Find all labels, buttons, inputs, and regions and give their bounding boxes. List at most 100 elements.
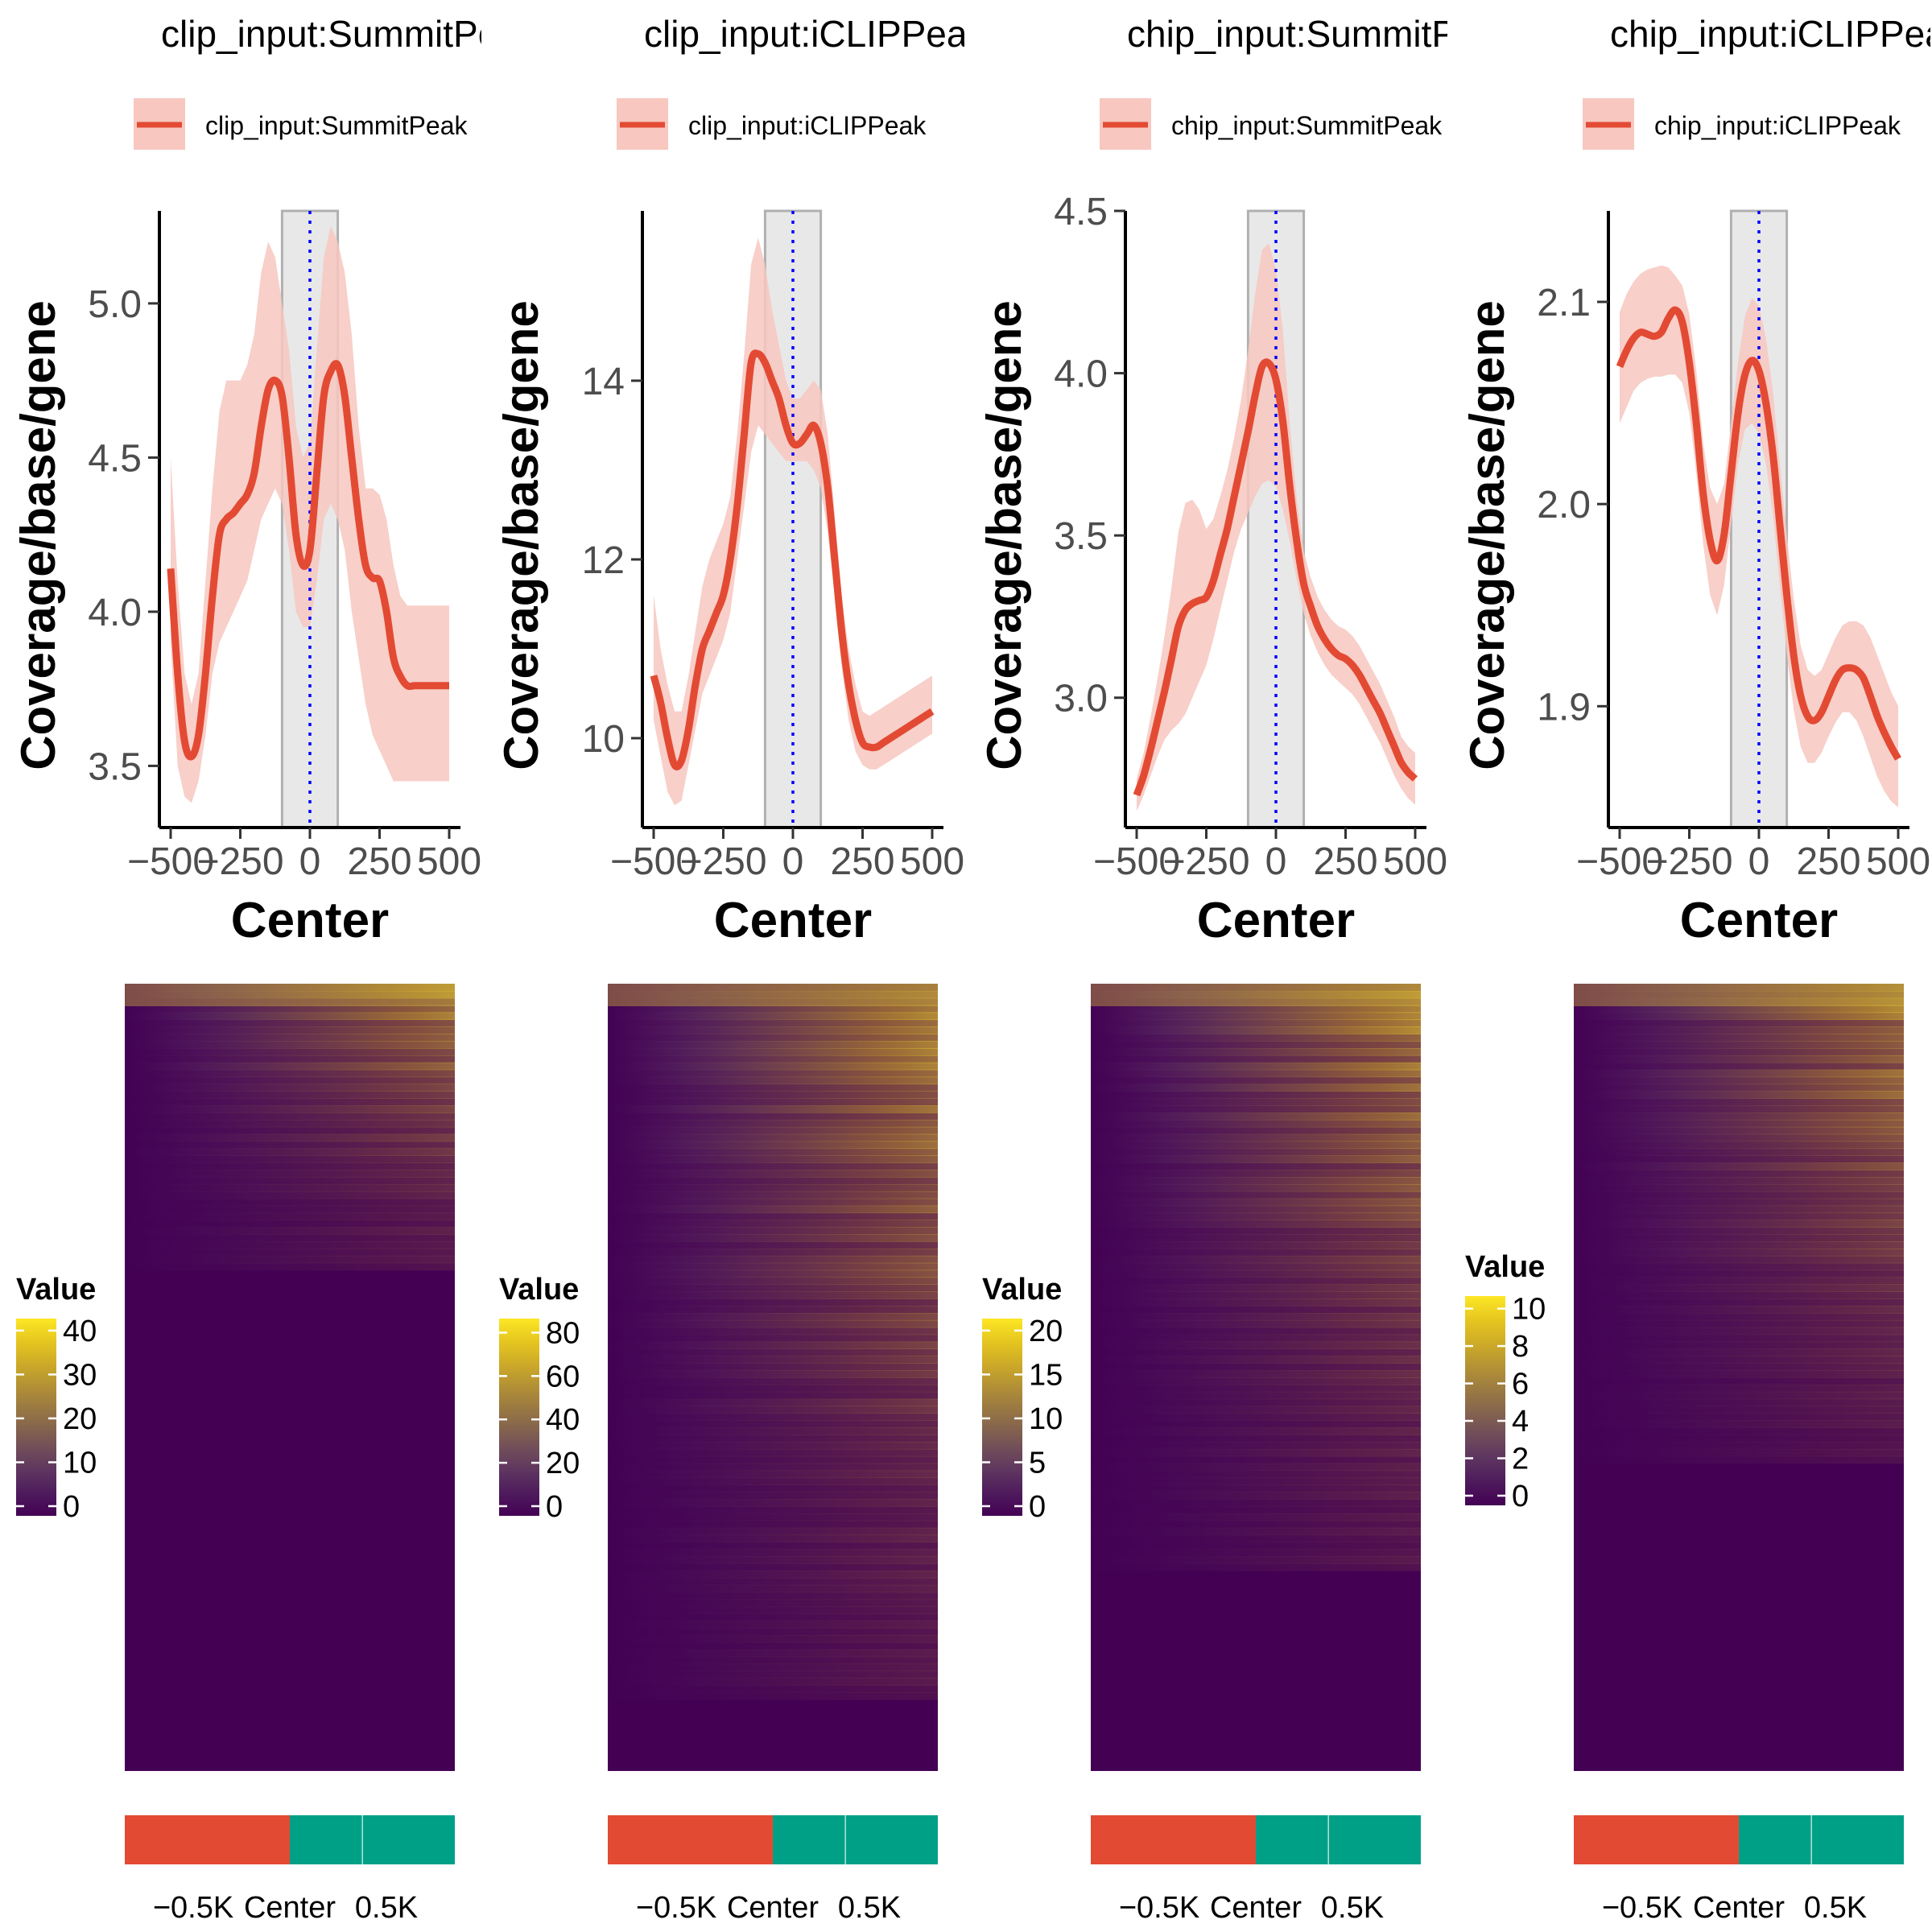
heatmap-row xyxy=(125,1026,455,1034)
heatmap: −0.5K Center 0.5K xyxy=(608,984,938,1925)
heatmap-row xyxy=(1091,1319,1421,1328)
x-tick-label: 500 xyxy=(900,840,964,883)
heatmap-row xyxy=(1574,1205,1904,1214)
title-group: clip_input:iCLIPPeak clip_input:iCLIPPeak xyxy=(617,13,964,150)
heatmap-row xyxy=(1574,1155,1904,1163)
heatmap-legend: Value 0 2 46 810 xyxy=(1465,1250,1546,1513)
heatmap-row xyxy=(1091,1183,1421,1192)
heatmap-row xyxy=(1574,1019,1904,1027)
heatmap-x-label: Center xyxy=(727,1891,819,1925)
heatmap-row xyxy=(1091,1377,1421,1385)
heatmap-row xyxy=(608,1183,938,1192)
legend-colorbar xyxy=(1465,1296,1505,1505)
heatmap-row xyxy=(608,1105,938,1113)
heatmap-row xyxy=(1091,1198,1421,1207)
heatmap-row xyxy=(608,1113,938,1121)
heatmap-row xyxy=(125,1220,455,1228)
title-group: chip_input:SummitPeak chip_input:SummitPe… xyxy=(1100,13,1447,150)
heatmap-row xyxy=(608,1055,938,1063)
heatmap-row xyxy=(608,1413,938,1421)
heatmap-row xyxy=(125,1098,455,1106)
heatmap-row xyxy=(1574,1041,1904,1049)
heatmap-row xyxy=(1091,1334,1421,1343)
legend-tick-label: 8 xyxy=(1512,1330,1529,1364)
heatmap-row xyxy=(608,1284,938,1292)
heatmap-row xyxy=(1574,1363,1904,1371)
heatmap-top-band xyxy=(608,984,938,1006)
heatmap-row xyxy=(125,1133,455,1142)
heatmap-row xyxy=(1091,1291,1421,1299)
confidence-ribbon xyxy=(1137,243,1415,811)
legend-colorbar xyxy=(499,1319,539,1516)
heatmap-row xyxy=(1091,1262,1421,1271)
mean-line xyxy=(1133,358,1418,797)
heatmap-row xyxy=(1574,1377,1904,1385)
heatmap-row xyxy=(608,1563,938,1571)
heatmap-row xyxy=(608,1212,938,1220)
legend-tick-label: 10 xyxy=(63,1446,97,1480)
heatmap-row xyxy=(125,984,455,992)
heatmap: −0.5K Center 0.5K xyxy=(125,984,455,1925)
panel-2: clip_input:iCLIPPeakclip_input:iCLIPPeak… xyxy=(494,13,964,1925)
heatmap-row xyxy=(125,1227,455,1235)
y-tick-label: 4.5 xyxy=(1054,191,1108,233)
heatmap-row xyxy=(1091,1234,1421,1242)
heatmap-row xyxy=(608,1620,938,1629)
x-tick-label: −250 xyxy=(679,840,766,883)
heatmap-row xyxy=(608,1420,938,1428)
heatmap-row xyxy=(1091,1312,1421,1321)
heatmap-x-label: −0.5K xyxy=(1602,1891,1682,1925)
legend-title: Value xyxy=(982,1273,1062,1307)
heatmap-row xyxy=(1091,1277,1421,1286)
heatmap-row xyxy=(125,1234,455,1242)
heatmap-row xyxy=(1091,1212,1421,1220)
annotation-left xyxy=(1091,1815,1256,1864)
heatmap-row xyxy=(1091,1484,1421,1492)
heatmap-legend: Value 0 20 40 60 80 xyxy=(499,1273,580,1524)
heatmap-top-band xyxy=(1574,984,1904,1006)
y-tick-label: 12 xyxy=(582,539,625,582)
legend-tick-label: 20 xyxy=(63,1402,97,1436)
heatmap-row xyxy=(1091,1420,1421,1428)
heatmap-row xyxy=(1574,1298,1904,1307)
heatmap-row xyxy=(125,1148,455,1156)
heatmap-row xyxy=(608,1591,938,1600)
heatmap-row xyxy=(1574,1069,1904,1078)
y-tick-label: 4.5 xyxy=(88,437,142,480)
x-tick-label: 0 xyxy=(1748,840,1770,883)
heatmap-row xyxy=(1574,1327,1904,1335)
heatmap-row xyxy=(1574,1312,1904,1321)
y-tick-label: 2.1 xyxy=(1537,282,1591,324)
x-tick-label: 250 xyxy=(1313,840,1377,883)
heatmap-row xyxy=(608,1019,938,1027)
heatmap-row xyxy=(125,1084,455,1092)
legend-label: chip_input:SummitPeak xyxy=(1171,111,1443,140)
legend-colorbar xyxy=(982,1319,1022,1516)
heatmap-row xyxy=(1091,1133,1421,1142)
heatmap-row xyxy=(608,1663,938,1672)
heatmap-row xyxy=(608,1277,938,1286)
y-tick-label: 3.5 xyxy=(1054,515,1108,558)
heatmap-row xyxy=(608,1091,938,1099)
heatmap-row xyxy=(1091,1041,1421,1049)
heatmap-row xyxy=(1091,1520,1421,1529)
annotation-right xyxy=(290,1815,455,1864)
x-tick-label: −500 xyxy=(610,840,697,883)
x-tick-label: 500 xyxy=(1383,840,1447,883)
heatmap-row xyxy=(608,1034,938,1042)
heatmap-row xyxy=(1574,1191,1904,1199)
heatmap-row xyxy=(1091,1534,1421,1543)
heatmap-row xyxy=(608,1363,938,1371)
x-tick-label: −500 xyxy=(127,840,214,883)
heatmap-row xyxy=(608,1334,938,1343)
y-axis-label: Coverage/base/gene xyxy=(1460,300,1514,770)
y-axis-label: Coverage/base/gene xyxy=(11,300,65,770)
heatmap: −0.5K Center 0.5K xyxy=(1574,984,1904,1925)
heatmap-row xyxy=(1091,1205,1421,1214)
heatmap-row xyxy=(608,1248,938,1257)
heatmap-row xyxy=(1091,1477,1421,1485)
heatmap-row xyxy=(125,1048,455,1056)
heatmap-row xyxy=(1091,1406,1421,1414)
heatmap-row xyxy=(1091,1427,1421,1435)
heatmap-row xyxy=(1091,997,1421,1006)
